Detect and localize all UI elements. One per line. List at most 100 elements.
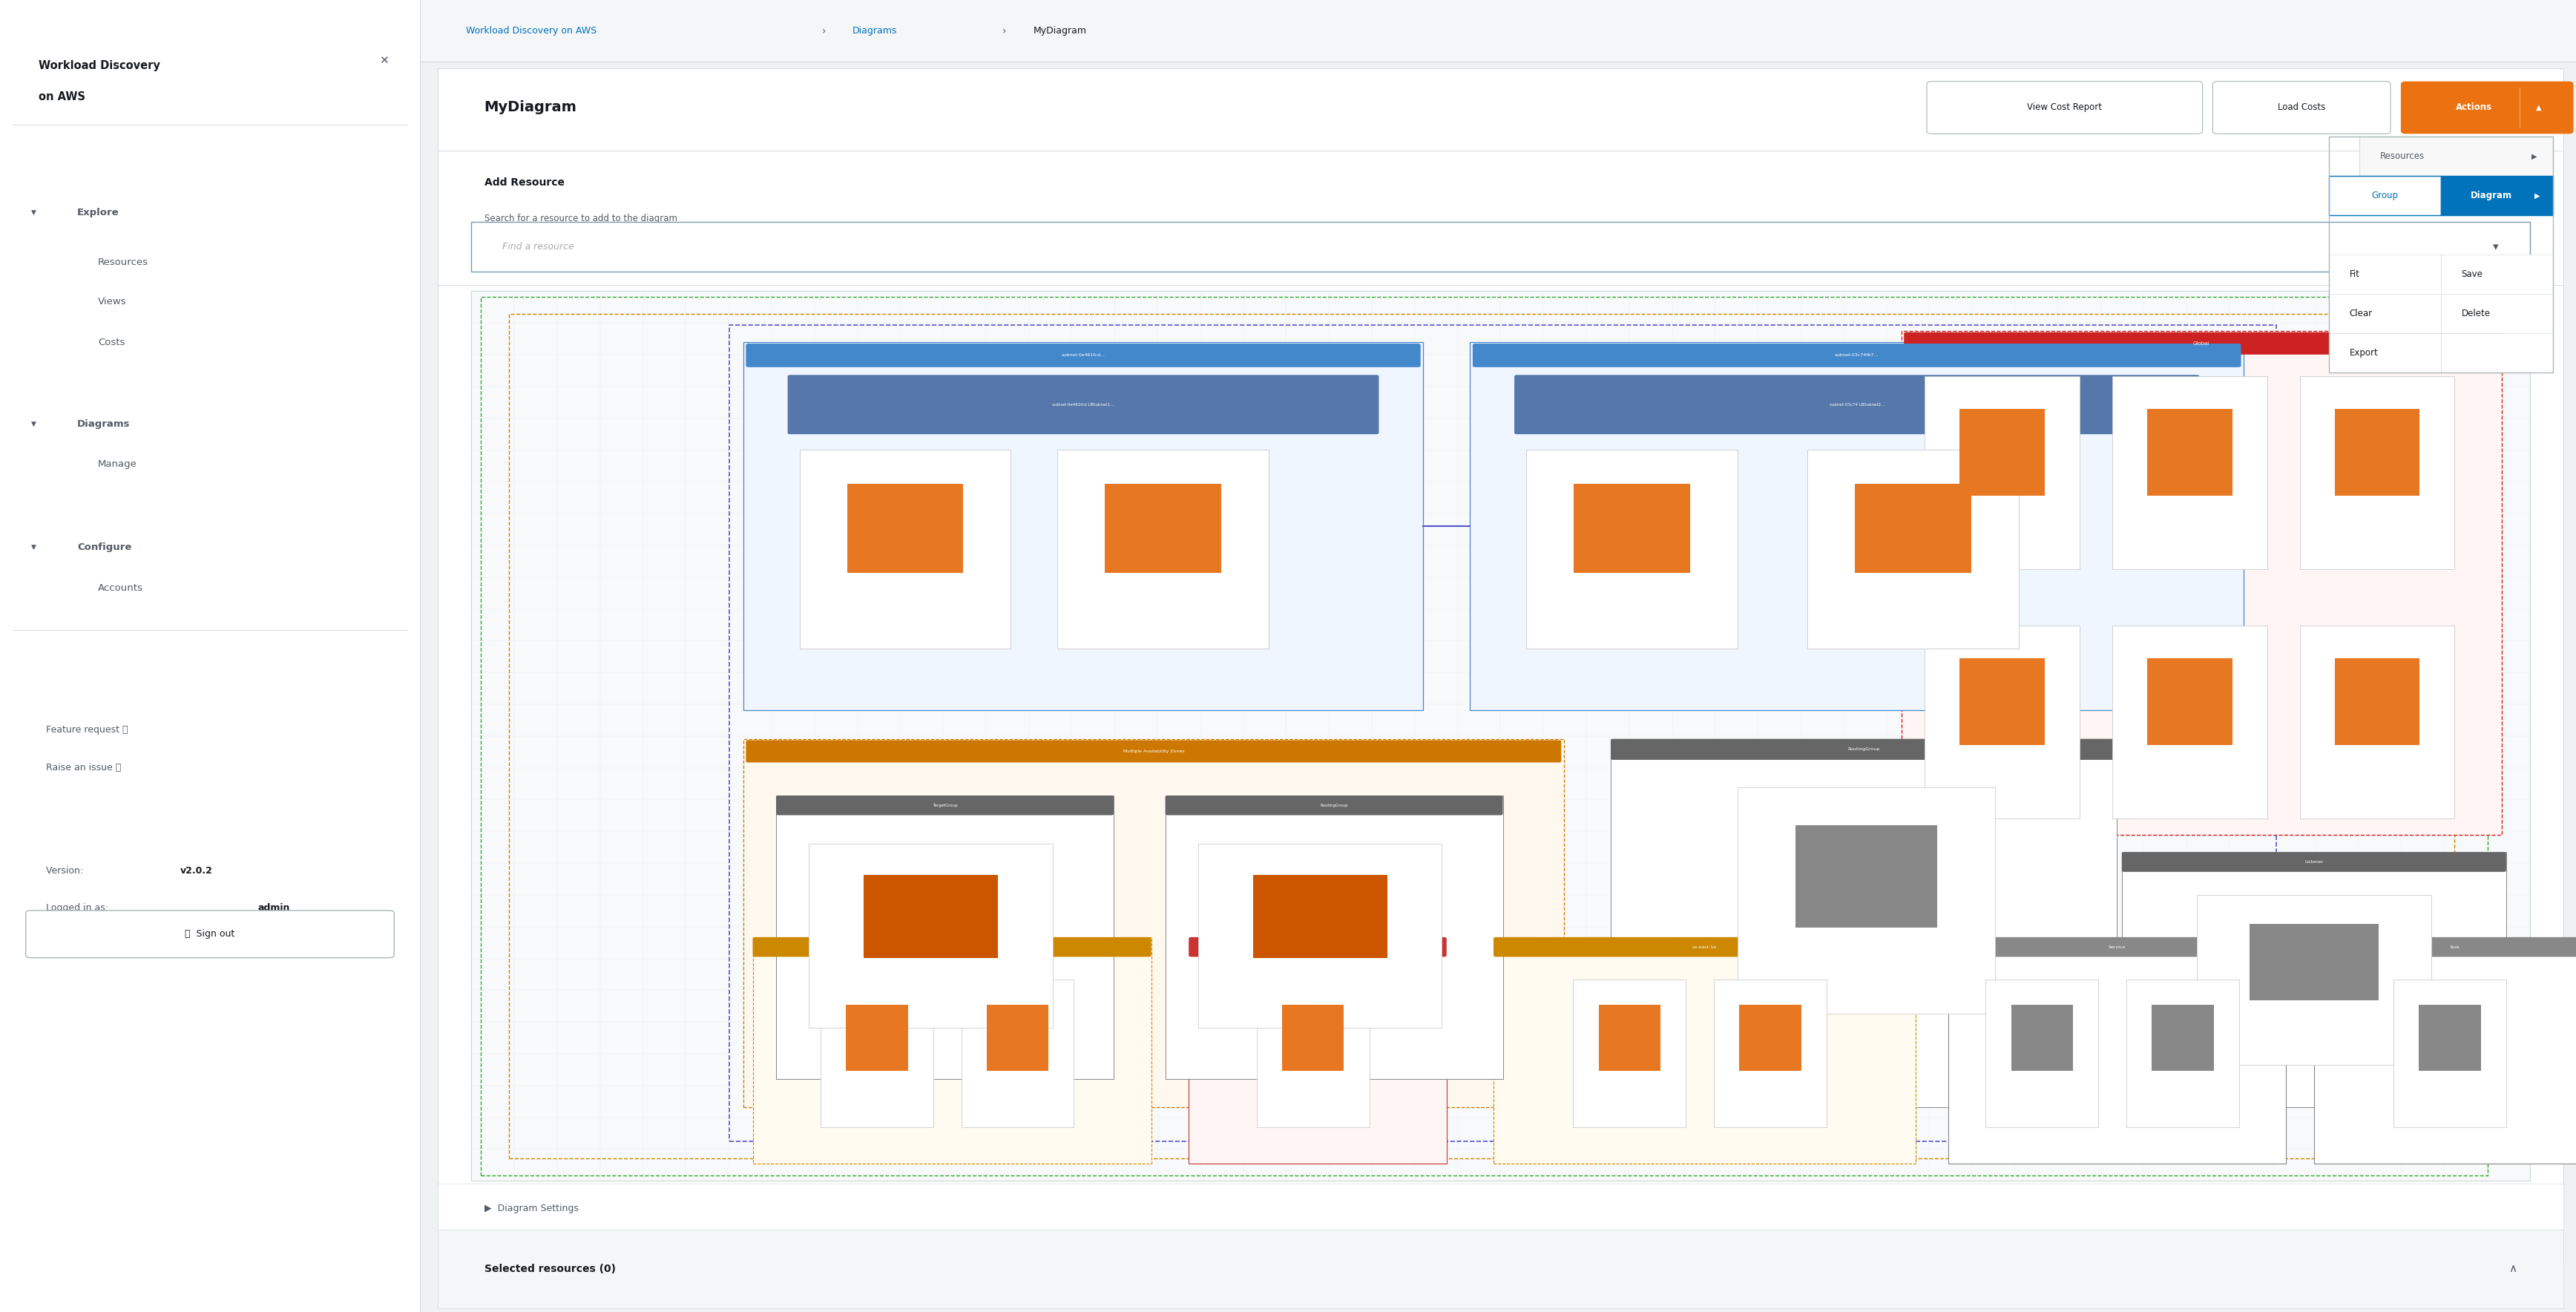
FancyBboxPatch shape [1947, 937, 2285, 956]
Text: Delete: Delete [2463, 308, 2491, 319]
FancyBboxPatch shape [2442, 333, 2553, 373]
FancyBboxPatch shape [1257, 980, 1370, 1127]
FancyBboxPatch shape [1574, 484, 1690, 573]
FancyBboxPatch shape [1736, 787, 1996, 1014]
FancyBboxPatch shape [1924, 626, 2079, 819]
FancyBboxPatch shape [1473, 344, 2241, 367]
Text: Save: Save [2463, 269, 2483, 279]
Text: ∧: ∧ [2509, 1263, 2517, 1274]
FancyBboxPatch shape [2313, 937, 2576, 956]
Text: Resources: Resources [98, 257, 149, 268]
FancyBboxPatch shape [1494, 937, 1917, 1164]
FancyBboxPatch shape [2329, 333, 2442, 373]
FancyBboxPatch shape [2213, 81, 2391, 134]
Text: Service: Service [2107, 945, 2125, 949]
Text: Load Costs: Load Costs [2277, 102, 2326, 113]
FancyBboxPatch shape [2300, 377, 2455, 569]
Text: Configure: Configure [77, 542, 131, 552]
FancyBboxPatch shape [863, 875, 997, 958]
FancyBboxPatch shape [2249, 924, 2378, 1000]
FancyBboxPatch shape [1610, 739, 2117, 760]
Text: Raise an issue ⧉: Raise an issue ⧉ [46, 762, 121, 773]
FancyBboxPatch shape [752, 937, 1151, 956]
FancyBboxPatch shape [747, 344, 1419, 367]
FancyBboxPatch shape [2123, 853, 2506, 1107]
Text: Find a resource: Find a resource [502, 241, 574, 252]
FancyBboxPatch shape [471, 222, 2530, 272]
FancyBboxPatch shape [2442, 294, 2553, 333]
FancyBboxPatch shape [2393, 980, 2506, 1127]
FancyBboxPatch shape [775, 795, 1113, 1078]
Text: Multiple Availability Zones: Multiple Availability Zones [1123, 749, 1185, 753]
FancyBboxPatch shape [848, 484, 963, 573]
FancyBboxPatch shape [845, 1005, 907, 1071]
Text: ▶: ▶ [2535, 192, 2540, 199]
Text: Feature request ⧉: Feature request ⧉ [46, 724, 129, 735]
FancyBboxPatch shape [1283, 1005, 1345, 1071]
Text: TargetGroup: TargetGroup [933, 803, 958, 807]
FancyBboxPatch shape [2334, 409, 2419, 496]
FancyBboxPatch shape [1947, 937, 2285, 1164]
FancyBboxPatch shape [2125, 980, 2239, 1127]
Text: MyDiagram: MyDiagram [1033, 26, 1087, 35]
FancyBboxPatch shape [1252, 875, 1386, 958]
Text: Workload Discovery on AWS: Workload Discovery on AWS [466, 26, 598, 35]
Text: Export: Export [2349, 348, 2378, 358]
Text: View Cost Report: View Cost Report [2027, 102, 2102, 113]
FancyBboxPatch shape [744, 342, 1422, 711]
FancyBboxPatch shape [2329, 294, 2442, 333]
Text: Selected resources (0): Selected resources (0) [484, 1263, 616, 1274]
Text: Logged in as:: Logged in as: [46, 903, 111, 913]
Text: Explore: Explore [77, 207, 118, 218]
FancyBboxPatch shape [1739, 1005, 1801, 1071]
Text: MyDiagram: MyDiagram [484, 101, 577, 114]
FancyBboxPatch shape [744, 739, 1564, 1107]
Text: ▶  Diagram Settings: ▶ Diagram Settings [484, 1203, 580, 1214]
FancyBboxPatch shape [1528, 450, 1736, 648]
FancyBboxPatch shape [1808, 450, 2020, 648]
FancyBboxPatch shape [1610, 739, 2117, 1107]
FancyBboxPatch shape [2123, 853, 2506, 872]
Text: Diagrams: Diagrams [853, 26, 896, 35]
FancyBboxPatch shape [438, 1229, 2563, 1308]
FancyBboxPatch shape [438, 68, 2563, 1266]
FancyBboxPatch shape [2012, 1005, 2074, 1071]
FancyBboxPatch shape [1188, 937, 1448, 956]
Text: Global: Global [2192, 341, 2210, 345]
Text: Listener: Listener [2306, 861, 2324, 863]
Text: RoutingGroup: RoutingGroup [1319, 803, 1347, 807]
FancyBboxPatch shape [1059, 450, 1267, 648]
Text: us-east-1a: us-east-1a [940, 945, 963, 949]
Text: Costs: Costs [98, 337, 124, 348]
FancyBboxPatch shape [2442, 176, 2553, 215]
FancyBboxPatch shape [26, 911, 394, 958]
FancyBboxPatch shape [0, 0, 420, 1312]
Text: admin: admin [258, 903, 289, 913]
Text: ›: › [1002, 26, 1007, 35]
FancyBboxPatch shape [1105, 484, 1221, 573]
FancyBboxPatch shape [2419, 1005, 2481, 1071]
FancyBboxPatch shape [2329, 176, 2442, 215]
FancyBboxPatch shape [1986, 980, 2099, 1127]
FancyBboxPatch shape [1927, 81, 2202, 134]
Text: ⎋  Sign out: ⎋ Sign out [185, 929, 234, 939]
FancyBboxPatch shape [822, 980, 933, 1127]
Text: v2.0.2: v2.0.2 [180, 866, 214, 876]
FancyBboxPatch shape [1164, 795, 1502, 1078]
FancyBboxPatch shape [1904, 332, 2499, 354]
Text: Search for a resource to add to the diagram: Search for a resource to add to the diag… [484, 214, 677, 223]
FancyBboxPatch shape [987, 1005, 1048, 1071]
FancyBboxPatch shape [1528, 450, 1736, 648]
Text: us-east-1a: us-east-1a [1692, 945, 1716, 949]
Text: Task: Task [2450, 945, 2460, 949]
FancyBboxPatch shape [1901, 331, 2501, 836]
FancyBboxPatch shape [961, 980, 1074, 1127]
FancyBboxPatch shape [2329, 255, 2442, 294]
FancyBboxPatch shape [752, 937, 1151, 1164]
FancyBboxPatch shape [1600, 1005, 1662, 1071]
Text: Diagram: Diagram [2470, 190, 2512, 201]
FancyBboxPatch shape [1808, 450, 2020, 648]
Text: subnet-03c74 LBSubnet2...: subnet-03c74 LBSubnet2... [1829, 403, 1886, 407]
FancyBboxPatch shape [438, 1183, 2563, 1233]
Text: Workload Discovery: Workload Discovery [39, 60, 160, 71]
